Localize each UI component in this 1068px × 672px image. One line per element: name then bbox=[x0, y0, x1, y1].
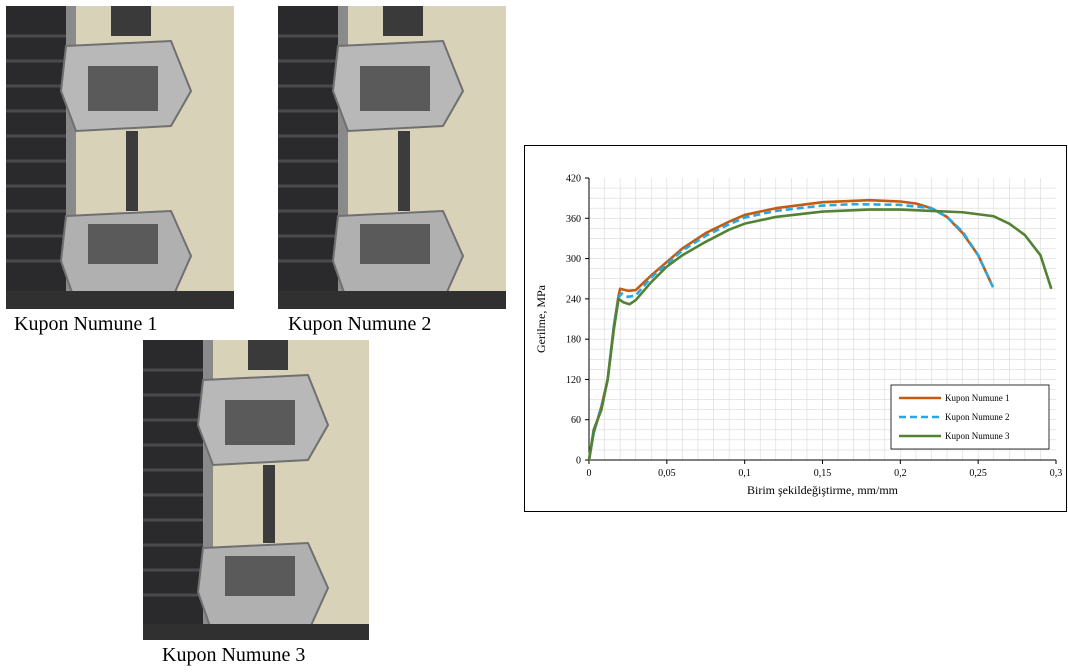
photo-caption-3: Kupon Numune 3 bbox=[162, 644, 306, 666]
x-tick-label: 0 bbox=[587, 468, 592, 479]
x-tick-label: 0,2 bbox=[894, 468, 907, 479]
y-tick-label: 240 bbox=[566, 294, 581, 305]
chart-axes: 0 0,05 0,1 0,15 0,2 0,25 0,3 0 60 120 180 240 300 360… bbox=[566, 174, 1062, 480]
x-tick-label: 0,1 bbox=[738, 468, 751, 479]
y-tick-label: 0 bbox=[576, 456, 581, 467]
x-tick-label: 0,25 bbox=[969, 468, 987, 479]
y-tick-label: 120 bbox=[566, 375, 581, 386]
y-tick-label: 300 bbox=[566, 254, 581, 265]
y-tick-label: 420 bbox=[566, 174, 581, 185]
legend-label-1: Kupon Numune 1 bbox=[945, 393, 1010, 403]
photo-kupon-numune-3 bbox=[143, 340, 369, 640]
legend-box bbox=[890, 384, 1050, 450]
chart-svg: 0 0,05 0,1 0,15 0,2 0,25 0,3 0 60 120 180 240 300 360… bbox=[534, 174, 1062, 498]
x-tick-label: 0,15 bbox=[814, 468, 832, 479]
chart-legend: Kupon Numune 1 Kupon Numune 2 Kupon Numune… bbox=[890, 384, 1050, 450]
photo-kupon-numune-1 bbox=[6, 6, 234, 309]
series-line-3 bbox=[587, 208, 1053, 461]
x-tick-label: 0,05 bbox=[658, 468, 676, 479]
legend-label-2: Kupon Numune 2 bbox=[945, 412, 1010, 422]
y-axis-label: Gerilme, MPa bbox=[534, 284, 548, 353]
photo-kupon-numune-2 bbox=[278, 6, 506, 309]
photo-caption-1: Kupon Numune 1 bbox=[14, 313, 158, 335]
stress-strain-chart: 0 0,05 0,1 0,15 0,2 0,25 0,3 0 60 120 180 240 300 360… bbox=[524, 145, 1067, 512]
x-axis-label: Birim şekildeğiştirme, mm/mm bbox=[747, 483, 899, 497]
photo-caption-2: Kupon Numune 2 bbox=[288, 313, 432, 335]
y-tick-label: 60 bbox=[571, 415, 581, 426]
x-tick-label: 0,3 bbox=[1050, 468, 1063, 479]
y-tick-label: 180 bbox=[566, 335, 581, 346]
legend-label-3: Kupon Numune 3 bbox=[945, 431, 1010, 441]
chart-series bbox=[587, 198, 1053, 461]
y-tick-label: 360 bbox=[566, 214, 581, 225]
